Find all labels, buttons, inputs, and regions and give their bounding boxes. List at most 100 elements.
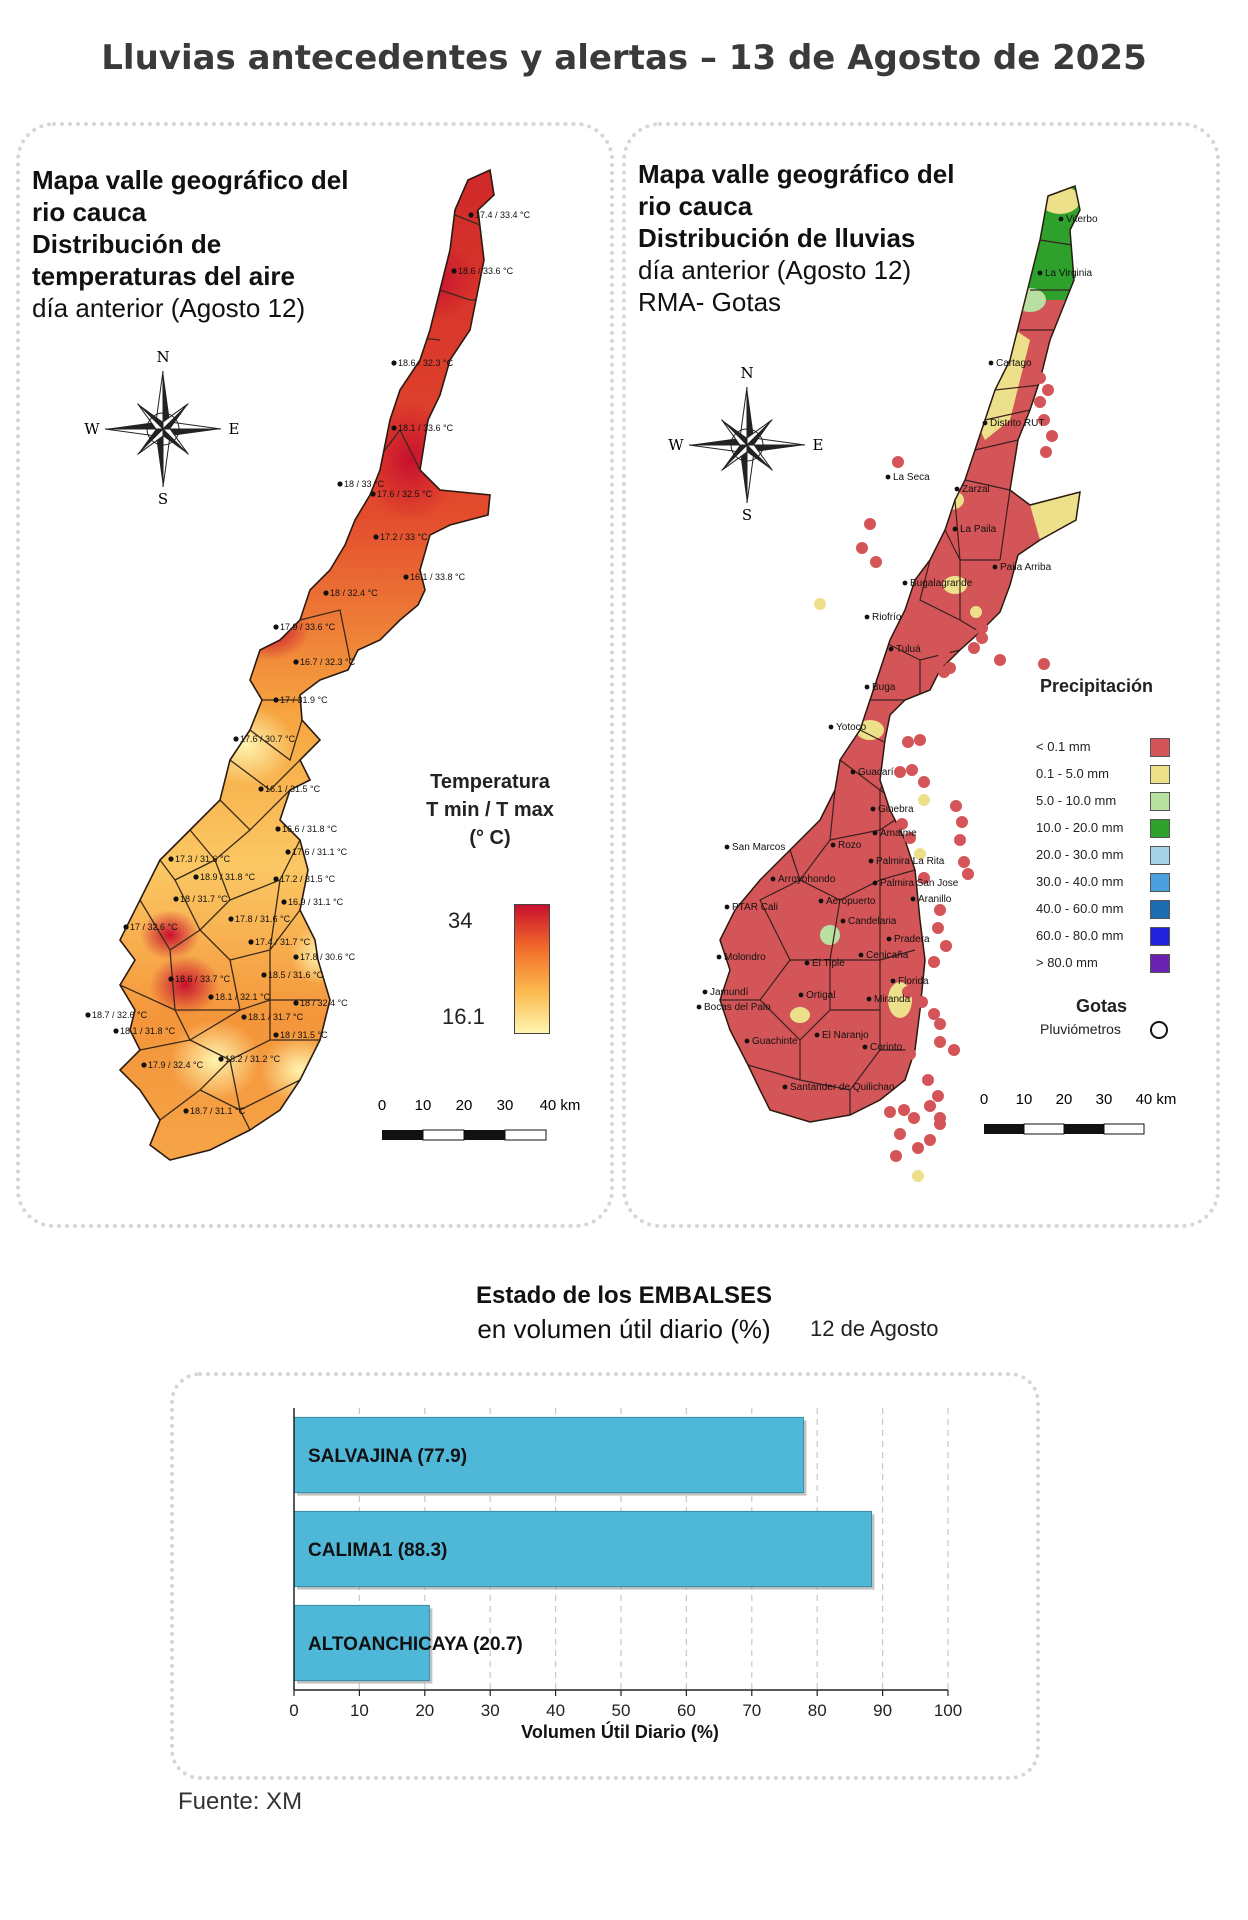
place-dot bbox=[885, 474, 891, 480]
scale-label-10: 10 bbox=[415, 1097, 432, 1114]
rain-legend-swatch bbox=[1150, 873, 1170, 892]
place-dot bbox=[890, 978, 896, 984]
place-dot bbox=[840, 918, 846, 924]
scale-label-0: 0 bbox=[980, 1091, 988, 1108]
station-dot bbox=[451, 268, 457, 274]
scale-label-40: 40 km bbox=[540, 1097, 581, 1114]
rain-gauge-dot bbox=[968, 642, 980, 654]
rain-gauge-dot bbox=[894, 766, 906, 778]
bar bbox=[293, 1510, 872, 1588]
place-dot bbox=[818, 898, 824, 904]
x-tick-label: 30 bbox=[481, 1701, 500, 1720]
station-dot bbox=[281, 899, 287, 905]
rain-gauge-dot bbox=[864, 518, 876, 530]
gotas-title: Gotas bbox=[1076, 996, 1128, 1016]
place-dot bbox=[862, 1044, 868, 1050]
temp-title-l1: Mapa valle geográfico del bbox=[32, 165, 349, 195]
rain-gauge-dot bbox=[1038, 414, 1050, 426]
station-label: 17.2 / 31.5 °C bbox=[280, 874, 336, 884]
rain-gauge-dot bbox=[924, 1100, 936, 1112]
place-label: La Paila bbox=[960, 524, 997, 535]
station-dot bbox=[218, 1056, 224, 1062]
scale-label-0: 0 bbox=[378, 1097, 386, 1114]
place-dot bbox=[828, 724, 834, 730]
station-label: 18.9 / 31.8 °C bbox=[200, 872, 256, 882]
rain-gauge-dot bbox=[856, 542, 868, 554]
rain-gauge-dot bbox=[902, 986, 914, 998]
reservoirs-title-bold: Estado de los EMBALSES bbox=[475, 1282, 773, 1309]
station-dot bbox=[391, 425, 397, 431]
station-label: 18.6 / 33.6 °C bbox=[458, 266, 514, 276]
station-dot bbox=[123, 924, 129, 930]
rain-legend-label: 40.0 - 60.0 mm bbox=[1036, 901, 1124, 916]
scale-label-10: 10 bbox=[1016, 1091, 1033, 1108]
rain-map: Viterbo La Virginia Cartago Distrito RUT La … bbox=[696, 185, 1098, 1182]
station-label: 17.6 / 31.1 °C bbox=[292, 847, 348, 857]
place-dot bbox=[872, 830, 878, 836]
station-dot bbox=[261, 972, 267, 978]
x-tick-label: 10 bbox=[350, 1701, 369, 1720]
place-label: Candelaria bbox=[848, 916, 897, 927]
rain-gauge-dot bbox=[934, 1036, 946, 1048]
place-dot bbox=[952, 526, 958, 532]
station-label: 17.3 / 31.6 °C bbox=[175, 854, 231, 864]
place-dot bbox=[770, 876, 776, 882]
station-label: 18.2 / 31.2 °C bbox=[225, 1054, 281, 1064]
place-dot bbox=[888, 646, 894, 652]
station-dot bbox=[403, 574, 409, 580]
place-label: Jamundí bbox=[710, 987, 749, 998]
place-dot bbox=[866, 996, 872, 1002]
station-dot bbox=[113, 1028, 119, 1034]
place-label: Cenicaña bbox=[866, 950, 909, 961]
rain-legend-swatch bbox=[1150, 846, 1170, 865]
station-label: 18.6 / 32.3 °C bbox=[398, 358, 454, 368]
rain-gauge-dot bbox=[912, 1170, 924, 1182]
rain-gauge-dot bbox=[908, 1112, 920, 1124]
compass-rose-icon: N S E W bbox=[668, 364, 823, 524]
rain-gauge-dot bbox=[912, 1142, 924, 1154]
place-label: Aeropuerto bbox=[826, 896, 876, 907]
place-dot bbox=[724, 904, 730, 910]
place-dot bbox=[868, 858, 874, 864]
rain-panel-title: Mapa valle geográfico del rio cauca Dist… bbox=[638, 158, 954, 318]
rain-legend-swatch bbox=[1150, 927, 1170, 946]
reservoirs-title: Estado de los EMBALSES en volumen útil d… bbox=[0, 1282, 1248, 1345]
temp-legend-title-l3: (° C) bbox=[469, 827, 511, 849]
station-dot bbox=[168, 976, 174, 982]
place-label: Aranillo bbox=[918, 894, 952, 905]
rain-gauge-dot bbox=[814, 598, 826, 610]
x-tick-label: 0 bbox=[289, 1701, 298, 1720]
place-dot bbox=[830, 842, 836, 848]
place-dot bbox=[886, 936, 892, 942]
rain-title-l2: rio cauca bbox=[638, 191, 753, 221]
source-note: Fuente: XM bbox=[178, 1788, 303, 1815]
rain-gauge-dot bbox=[938, 648, 950, 660]
compass-s-label: S bbox=[742, 506, 752, 524]
station-label: 18.7 / 32.6 °C bbox=[92, 1010, 148, 1020]
rain-legend-swatch bbox=[1150, 954, 1170, 973]
place-label: El Naranjo bbox=[822, 1030, 869, 1041]
rain-legend-item: 30.0 - 40.0 mm bbox=[1036, 873, 1176, 893]
station-label: 16.7 / 32.3 °C bbox=[300, 657, 356, 667]
station-dot bbox=[168, 856, 174, 862]
bar-label: CALIMA1 (88.3) bbox=[308, 1540, 447, 1561]
rain-legend-item: 10.0 - 20.0 mm bbox=[1036, 819, 1176, 839]
temperature-map-panel bbox=[16, 122, 614, 1228]
station-label: 17.8 / 30.6 °C bbox=[300, 952, 356, 962]
place-dot bbox=[724, 844, 730, 850]
station-label: 18.1 / 33.6 °C bbox=[398, 423, 454, 433]
place-label: Cartago bbox=[996, 358, 1032, 369]
place-dot bbox=[804, 960, 810, 966]
x-tick-label: 70 bbox=[742, 1701, 761, 1720]
station-label: 17 / 32.6 °C bbox=[130, 922, 178, 932]
station-dot bbox=[323, 590, 329, 596]
rain-gauge-dot bbox=[994, 654, 1006, 666]
rain-legend-label: 5.0 - 10.0 mm bbox=[1036, 793, 1117, 808]
station-dot bbox=[85, 1012, 91, 1018]
bar-label: ALTOANCHICAYA (20.7) bbox=[308, 1634, 523, 1655]
place-label: Palmira La Rita bbox=[876, 856, 945, 867]
temp-legend-title: Temperatura T min / T max (° C) bbox=[410, 768, 570, 852]
rain-gauge-dot bbox=[976, 632, 988, 644]
place-dot bbox=[858, 952, 864, 958]
station-dot bbox=[370, 491, 376, 497]
